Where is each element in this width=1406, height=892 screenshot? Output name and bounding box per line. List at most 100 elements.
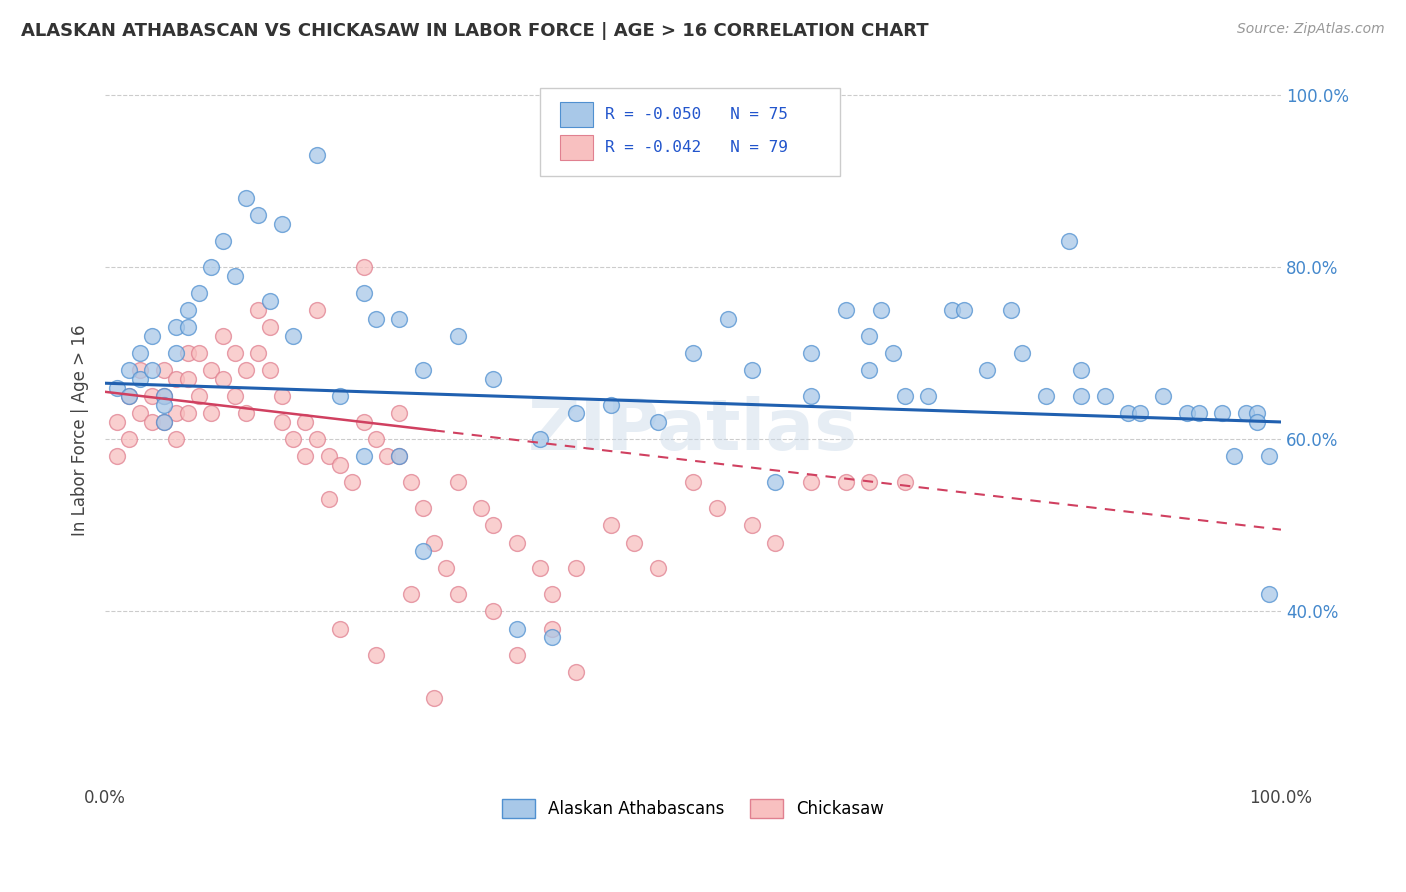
Point <box>153 398 176 412</box>
Point <box>647 561 669 575</box>
Point <box>188 285 211 300</box>
Point <box>188 389 211 403</box>
Point <box>434 561 457 575</box>
Point <box>211 372 233 386</box>
Point <box>259 363 281 377</box>
Point <box>270 217 292 231</box>
Point <box>294 450 316 464</box>
Point <box>506 535 529 549</box>
Point <box>153 415 176 429</box>
Point <box>318 492 340 507</box>
Point <box>129 346 152 360</box>
Point <box>329 458 352 472</box>
FancyBboxPatch shape <box>540 88 839 177</box>
Point <box>200 363 222 377</box>
Point <box>153 389 176 403</box>
Point <box>800 475 823 490</box>
Point <box>482 372 505 386</box>
Point <box>564 561 586 575</box>
Point <box>224 389 246 403</box>
Point <box>835 303 858 318</box>
Point <box>1234 406 1257 420</box>
Point <box>399 475 422 490</box>
Point <box>882 346 904 360</box>
Point <box>1152 389 1174 403</box>
Point <box>1246 406 1268 420</box>
Point <box>682 346 704 360</box>
Point <box>270 389 292 403</box>
Point <box>800 346 823 360</box>
Point <box>741 363 763 377</box>
Point <box>835 475 858 490</box>
Point <box>364 648 387 662</box>
Point <box>412 544 434 558</box>
Point <box>941 303 963 318</box>
Point <box>482 518 505 533</box>
Point <box>141 415 163 429</box>
Y-axis label: In Labor Force | Age > 16: In Labor Force | Age > 16 <box>72 325 89 536</box>
Point <box>1211 406 1233 420</box>
Point <box>340 475 363 490</box>
Point <box>423 535 446 549</box>
Point <box>447 329 470 343</box>
Point <box>388 406 411 420</box>
Point <box>858 329 880 343</box>
Point <box>470 501 492 516</box>
Point <box>741 518 763 533</box>
Point <box>482 605 505 619</box>
Point <box>129 372 152 386</box>
Point <box>599 398 621 412</box>
Point <box>447 475 470 490</box>
Point <box>224 346 246 360</box>
Point <box>541 630 564 644</box>
Point <box>353 450 375 464</box>
Point <box>1094 389 1116 403</box>
Point <box>447 587 470 601</box>
Point <box>105 380 128 394</box>
Point <box>247 346 270 360</box>
Point <box>917 389 939 403</box>
Point <box>353 260 375 274</box>
Point <box>763 475 786 490</box>
Point <box>118 389 141 403</box>
Point <box>399 587 422 601</box>
Point <box>118 432 141 446</box>
Point <box>388 450 411 464</box>
Point <box>412 363 434 377</box>
Point <box>118 389 141 403</box>
Point <box>388 450 411 464</box>
Point <box>165 346 187 360</box>
Point <box>176 303 198 318</box>
Point <box>388 311 411 326</box>
Point <box>364 432 387 446</box>
Point <box>893 475 915 490</box>
Point <box>165 320 187 334</box>
Point <box>541 622 564 636</box>
Point <box>153 415 176 429</box>
Point <box>1258 587 1281 601</box>
Point <box>1059 234 1081 248</box>
Point <box>141 389 163 403</box>
Point <box>529 561 551 575</box>
Point <box>329 389 352 403</box>
FancyBboxPatch shape <box>560 136 593 160</box>
Point <box>211 234 233 248</box>
Point <box>1129 406 1152 420</box>
Point <box>800 389 823 403</box>
Text: Source: ZipAtlas.com: Source: ZipAtlas.com <box>1237 22 1385 37</box>
Point <box>165 406 187 420</box>
Point <box>141 329 163 343</box>
Point <box>118 363 141 377</box>
Point <box>305 432 328 446</box>
Point <box>1188 406 1211 420</box>
Point <box>506 622 529 636</box>
Point <box>1035 389 1057 403</box>
Point <box>259 320 281 334</box>
Point <box>283 432 305 446</box>
Point <box>717 311 740 326</box>
Point <box>318 450 340 464</box>
Point <box>682 475 704 490</box>
Point <box>129 363 152 377</box>
Point <box>200 260 222 274</box>
Point <box>305 303 328 318</box>
